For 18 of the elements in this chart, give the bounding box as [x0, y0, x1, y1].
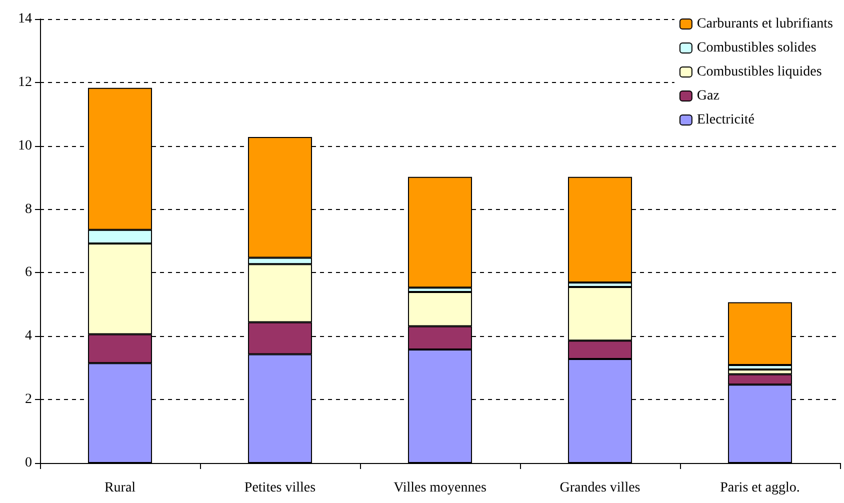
legend-label: Gaz [696, 88, 720, 104]
x-tick-label: Rural [104, 480, 136, 496]
x-tick-label: Villes moyennes [394, 480, 486, 496]
legend-label: Combustibles solides [696, 40, 816, 56]
x-tick-label: Petites villes [244, 480, 316, 496]
x-tick-label: Paris et agglo. [720, 480, 800, 496]
legend-label: Electricité [696, 112, 754, 128]
legend-label: Carburants et lubrifiants [696, 16, 833, 32]
x-tick-label: Grandes villes [560, 480, 640, 496]
y-tick-label: 6 [25, 265, 32, 280]
y-tick-label: 4 [25, 328, 32, 344]
y-tick-label: 10 [18, 138, 32, 154]
y-tick-label: 14 [18, 12, 32, 26]
y-tick-label: 0 [25, 456, 32, 470]
y-tick-label: 12 [18, 74, 32, 90]
legend-label: Combustibles liquides [696, 64, 822, 80]
y-tick-label: 2 [25, 392, 32, 408]
y-tick-label: 8 [25, 202, 32, 217]
